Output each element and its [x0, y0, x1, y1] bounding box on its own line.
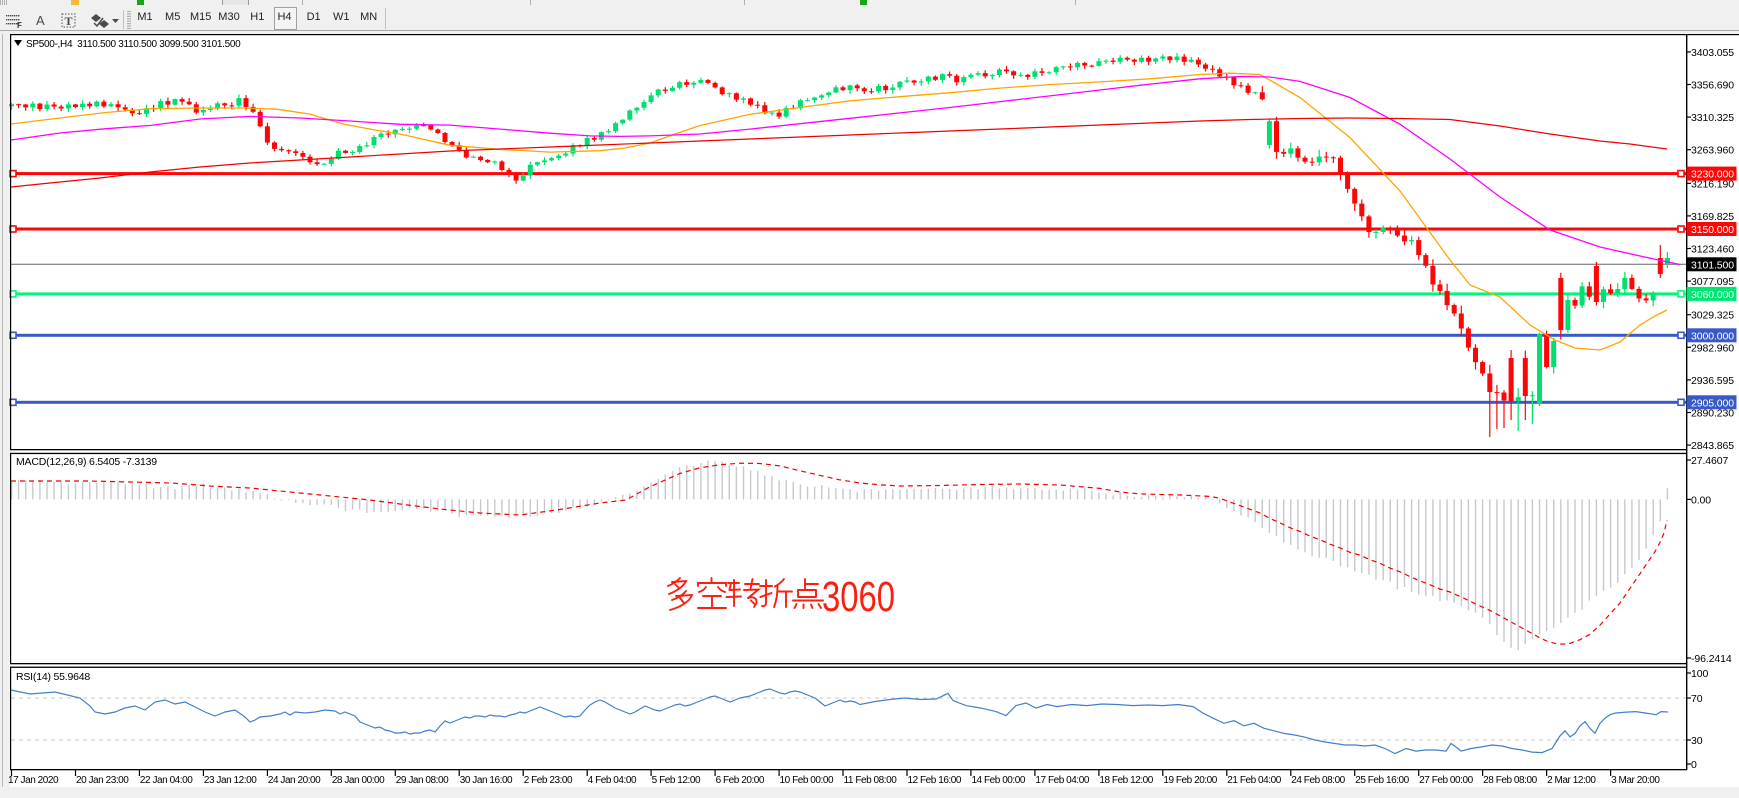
svg-text:2936.595: 2936.595	[1691, 375, 1734, 387]
svg-text:A: A	[36, 13, 45, 28]
svg-text:22 Jan 04:00: 22 Jan 04:00	[140, 775, 193, 786]
svg-text:0.00: 0.00	[1691, 494, 1711, 506]
svg-text:30 Jan 16:00: 30 Jan 16:00	[460, 775, 513, 786]
svg-text:12 Feb 16:00: 12 Feb 16:00	[907, 775, 961, 786]
svg-text:3356.690: 3356.690	[1691, 80, 1734, 92]
svg-text:28 Jan 00:00: 28 Jan 00:00	[332, 775, 385, 786]
svg-text:25 Feb 16:00: 25 Feb 16:00	[1355, 775, 1409, 786]
svg-text:2 Feb 23:00: 2 Feb 23:00	[524, 775, 573, 786]
svg-text:3169.825: 3169.825	[1691, 211, 1734, 223]
svg-text:23 Jan 12:00: 23 Jan 12:00	[204, 775, 257, 786]
svg-text:3029.325: 3029.325	[1691, 310, 1734, 322]
svg-text:24 Jan 20:00: 24 Jan 20:00	[268, 775, 321, 786]
svg-text:29 Jan 08:00: 29 Jan 08:00	[396, 775, 449, 786]
svg-text:28 Feb 08:00: 28 Feb 08:00	[1483, 775, 1537, 786]
svg-text:3150.000: 3150.000	[1691, 224, 1734, 236]
svg-text:4 Feb 04:00: 4 Feb 04:00	[588, 775, 637, 786]
svg-text:3310.325: 3310.325	[1691, 112, 1734, 124]
svg-text:3101.500: 3101.500	[1691, 259, 1734, 271]
svg-text:2843.865: 2843.865	[1691, 440, 1734, 452]
svg-text:14 Feb 00:00: 14 Feb 00:00	[971, 775, 1025, 786]
svg-text:19 Feb 20:00: 19 Feb 20:00	[1163, 775, 1217, 786]
svg-text:20 Jan 23:00: 20 Jan 23:00	[76, 775, 129, 786]
svg-text:2982.960: 2982.960	[1691, 342, 1734, 354]
svg-text:2 Mar 12:00: 2 Mar 12:00	[1547, 775, 1596, 786]
svg-text:17 Feb 04:00: 17 Feb 04:00	[1035, 775, 1089, 786]
svg-text:3077.095: 3077.095	[1691, 276, 1734, 288]
svg-text:3230.000: 3230.000	[1691, 169, 1734, 181]
svg-text:11 Feb 08:00: 11 Feb 08:00	[844, 775, 898, 786]
svg-text:0: 0	[1691, 759, 1697, 771]
svg-text:6 Feb 20:00: 6 Feb 20:00	[716, 775, 765, 786]
svg-text:RSI(14) 55.9648: RSI(14) 55.9648	[16, 671, 90, 683]
svg-text:3060.000: 3060.000	[1691, 289, 1734, 301]
svg-text:MACD(12,26,9) 6.5405 -7.3139: MACD(12,26,9) 6.5405 -7.3139	[16, 456, 157, 468]
svg-text:3263.960: 3263.960	[1691, 145, 1734, 157]
svg-text:100: 100	[1691, 668, 1708, 680]
svg-text:F: F	[17, 21, 22, 30]
svg-text:3403.055: 3403.055	[1691, 47, 1734, 59]
svg-text:SP500-,H4 3110.500 3110.500 3: SP500-,H4 3110.500 3110.500 3099.500 310…	[26, 39, 241, 50]
svg-text:3060: 3060	[822, 573, 895, 621]
svg-text:24 Feb 08:00: 24 Feb 08:00	[1291, 775, 1345, 786]
svg-text:27 Feb 00:00: 27 Feb 00:00	[1419, 775, 1473, 786]
svg-text:17 Jan 2020: 17 Jan 2020	[8, 775, 59, 786]
svg-text:10 Feb 00:00: 10 Feb 00:00	[780, 775, 834, 786]
svg-text:27.4607: 27.4607	[1691, 455, 1729, 467]
svg-text:2905.000: 2905.000	[1691, 397, 1734, 409]
svg-text:3 Mar 20:00: 3 Mar 20:00	[1611, 775, 1660, 786]
svg-text:18 Feb 12:00: 18 Feb 12:00	[1099, 775, 1153, 786]
svg-text:30: 30	[1691, 735, 1703, 747]
svg-text:21 Feb 04:00: 21 Feb 04:00	[1227, 775, 1281, 786]
svg-text:T: T	[65, 14, 73, 28]
svg-text:2890.230: 2890.230	[1691, 407, 1734, 419]
svg-text:3000.000: 3000.000	[1691, 330, 1734, 342]
svg-text:70: 70	[1691, 693, 1703, 705]
svg-text:-96.2414: -96.2414	[1691, 653, 1732, 665]
svg-text:5 Feb 12:00: 5 Feb 12:00	[652, 775, 701, 786]
svg-text:3123.460: 3123.460	[1691, 243, 1734, 255]
svg-text:3216.190: 3216.190	[1691, 178, 1734, 190]
